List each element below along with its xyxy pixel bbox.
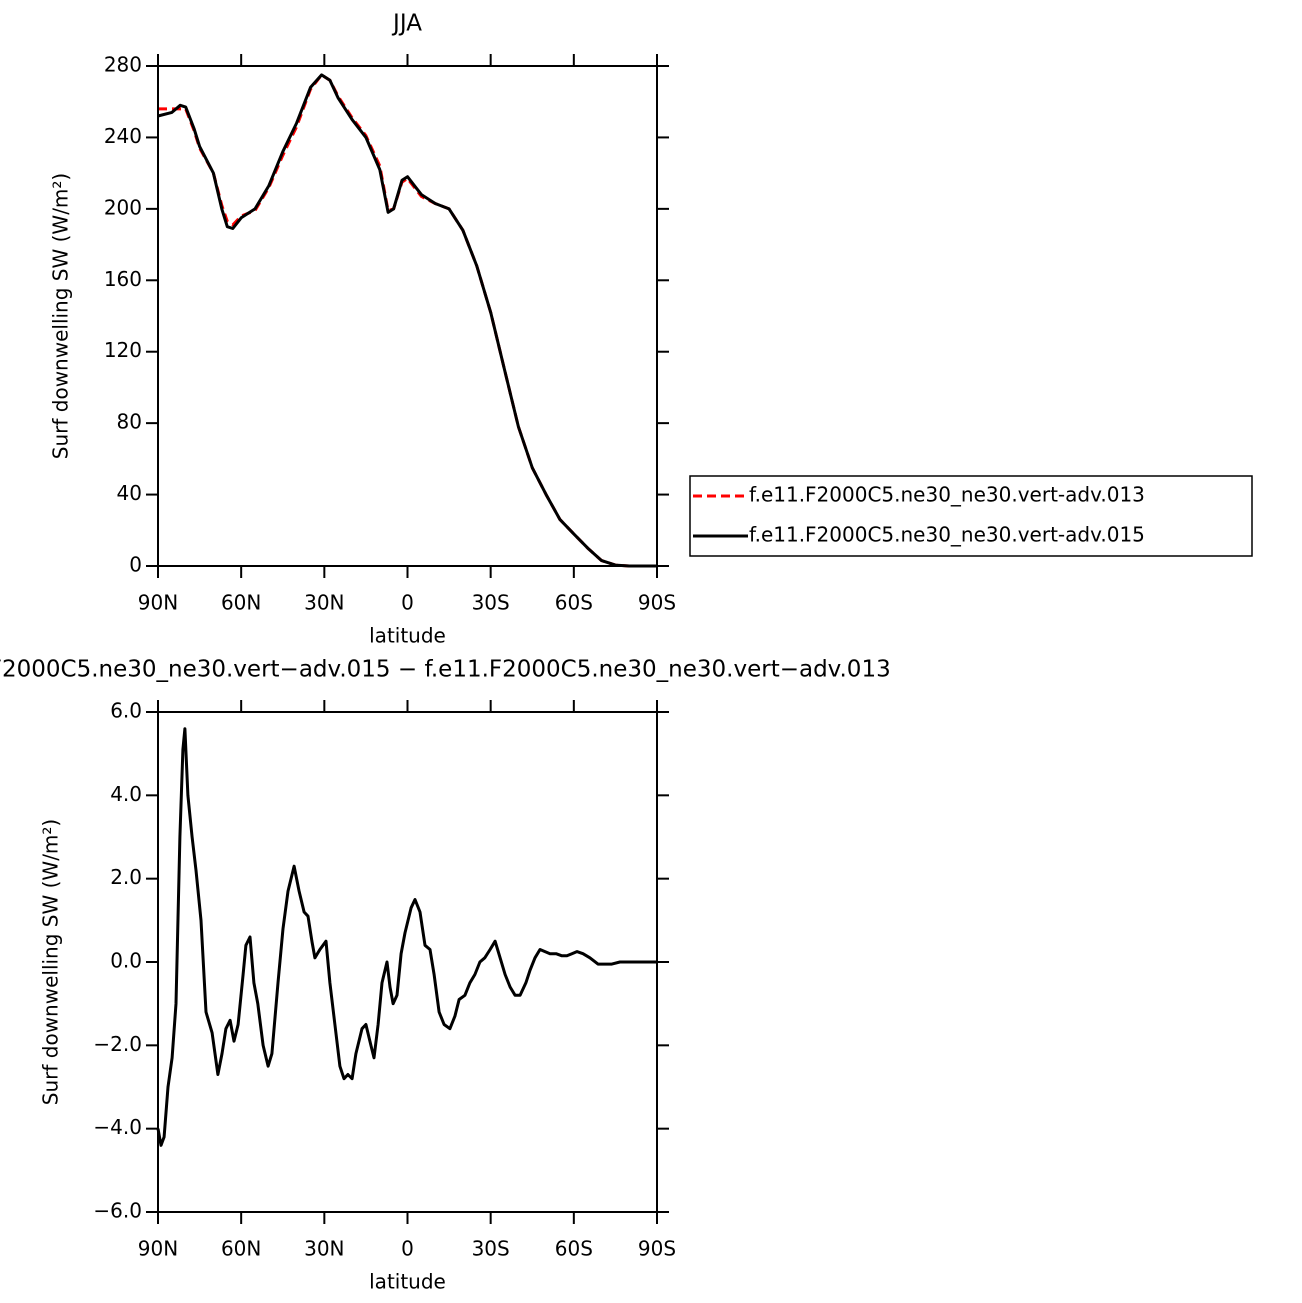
x-tick-label: 90N <box>138 591 178 615</box>
x-tick-label: 0 <box>401 1237 414 1261</box>
y-tick-label: 0.0 <box>110 949 142 973</box>
x-tick-label: 0 <box>401 591 414 615</box>
y-tick-label: 240 <box>104 124 142 148</box>
y-tick-label: −4.0 <box>93 1115 142 1139</box>
y-tick-label: 200 <box>104 195 142 219</box>
x-tick-label: 90N <box>138 1237 178 1261</box>
y-axis-label: Surf downwelling SW (W/m²) <box>39 819 63 1105</box>
x-tick-label: 30N <box>304 1237 344 1261</box>
x-tick-label: 60S <box>555 591 593 615</box>
plot-frame <box>157 711 658 1213</box>
y-tick-label: 160 <box>104 267 142 291</box>
legend-label: f.e11.F2000C5.ne30_ne30.vert-adv.015 <box>749 523 1145 547</box>
y-axis-label: Surf downwelling SW (W/m²) <box>49 173 73 459</box>
x-tick-label: 90S <box>638 591 676 615</box>
y-tick-label: 280 <box>104 53 142 77</box>
y-tick-label: 4.0 <box>110 782 142 806</box>
chart-title: f.e11.F2000C5.ne30_ne30.vert−adv.015 − f… <box>0 657 891 683</box>
data-line <box>157 73 657 568</box>
y-tick-label: 6.0 <box>110 699 142 723</box>
x-tick-label: 60N <box>221 591 261 615</box>
y-tick-label: 40 <box>117 481 142 505</box>
y-tick-label: −2.0 <box>93 1032 142 1056</box>
x-tick-label: 30S <box>472 591 510 615</box>
x-tick-label: 60S <box>555 1237 593 1261</box>
legend-label: f.e11.F2000C5.ne30_ne30.vert-adv.013 <box>749 483 1145 507</box>
y-tick-label: 0 <box>129 553 142 577</box>
x-axis-label: latitude <box>369 624 446 648</box>
x-axis-label: latitude <box>369 1270 446 1294</box>
chart-title: JJA <box>391 11 422 37</box>
data-line <box>158 73 657 568</box>
legend-box <box>689 475 1253 557</box>
x-tick-label: 30S <box>472 1237 510 1261</box>
y-tick-label: 2.0 <box>110 865 142 889</box>
x-tick-label: 60N <box>221 1237 261 1261</box>
plot-frame <box>157 65 658 567</box>
x-tick-label: 30N <box>304 591 344 615</box>
data-line <box>156 727 657 1147</box>
y-tick-label: 120 <box>104 338 142 362</box>
y-tick-label: −6.0 <box>93 1199 142 1223</box>
x-tick-label: 90S <box>638 1237 676 1261</box>
y-tick-label: 80 <box>117 410 142 434</box>
